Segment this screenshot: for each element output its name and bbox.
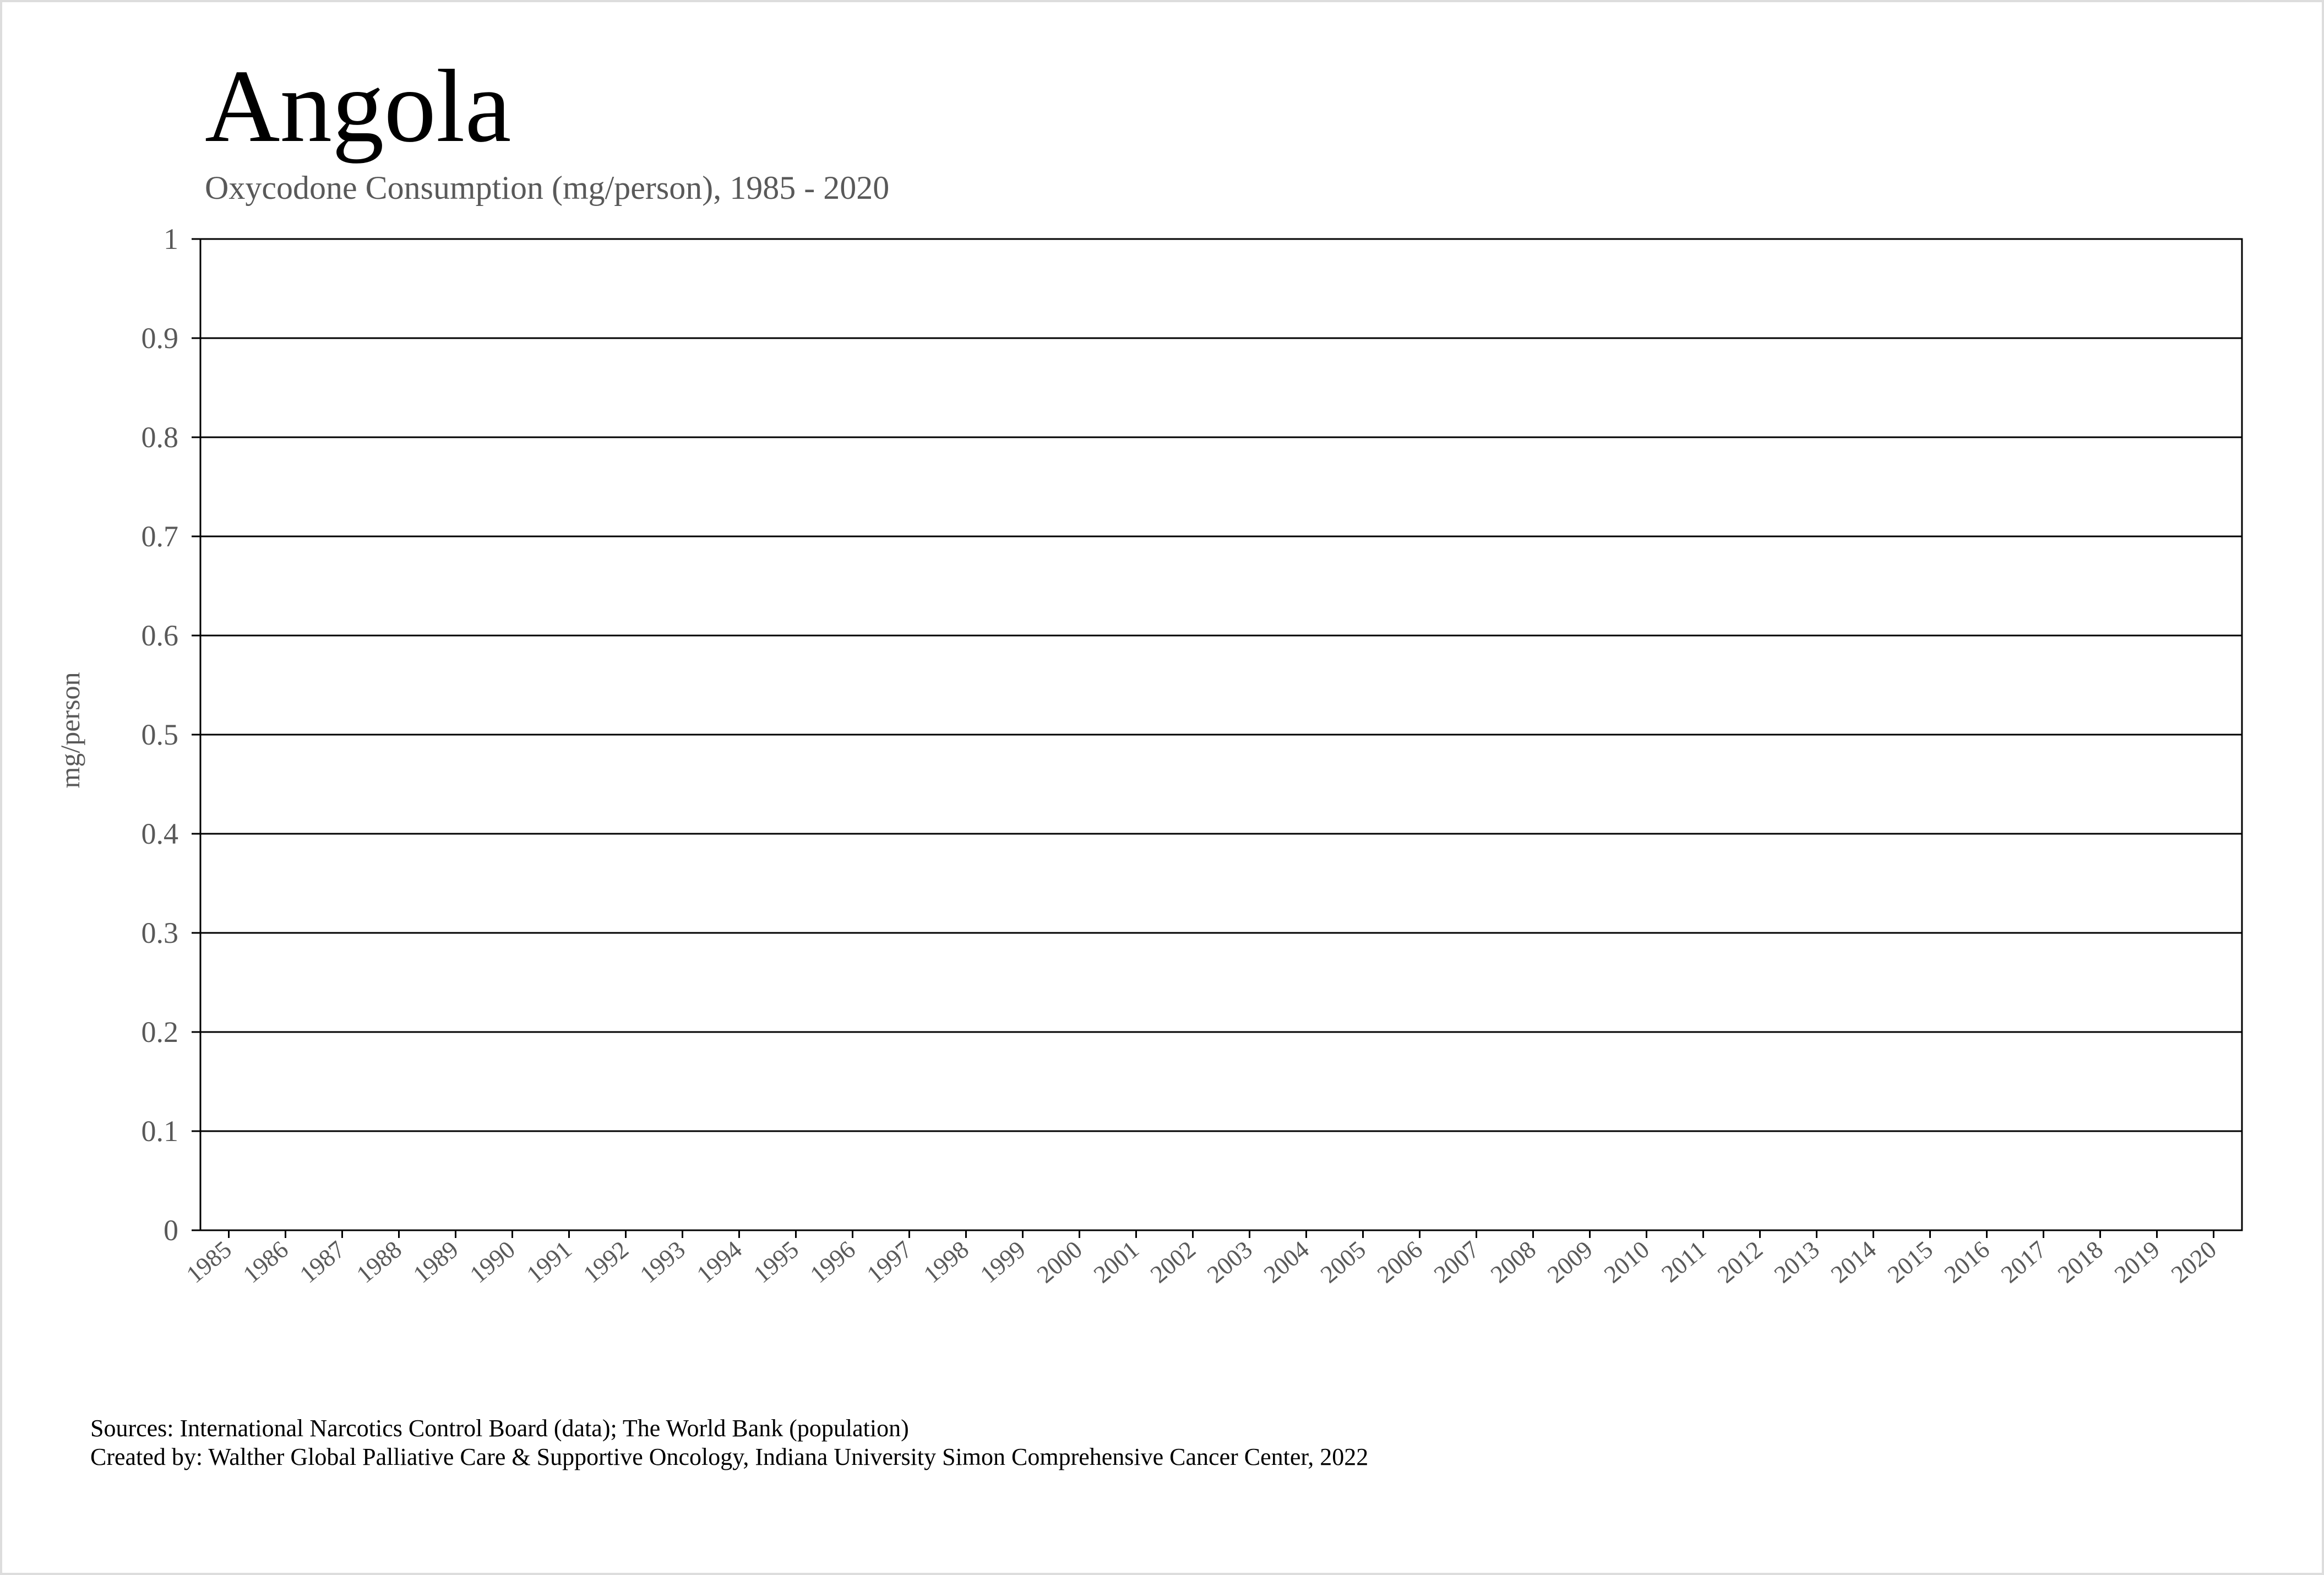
chart-title: Angola (205, 48, 511, 164)
y-tick-label: 0.8 (141, 421, 179, 454)
note: Sources: International Narcotics Control… (90, 1415, 909, 1442)
y-tick-label: 0.2 (141, 1015, 179, 1049)
y-tick-label: 0.7 (141, 520, 179, 553)
y-axis-label: mg/person (55, 672, 85, 788)
y-tick-label: 0.4 (141, 817, 179, 850)
y-tick-label: 0.9 (141, 322, 179, 355)
y-tick-label: 0.3 (141, 916, 179, 949)
y-tick-label: 0.5 (141, 718, 179, 751)
y-tick-label: 0.1 (141, 1115, 179, 1148)
chart-subtitle: Oxycodone Consumption (mg/person), 1985 … (205, 170, 889, 206)
y-tick-label: 0.6 (141, 619, 179, 652)
y-tick-label: 1 (164, 222, 178, 256)
note: Created by: Walther Global Palliative Ca… (90, 1443, 1368, 1470)
y-tick-label: 0 (164, 1214, 178, 1247)
plot-border (199, 238, 2243, 1231)
